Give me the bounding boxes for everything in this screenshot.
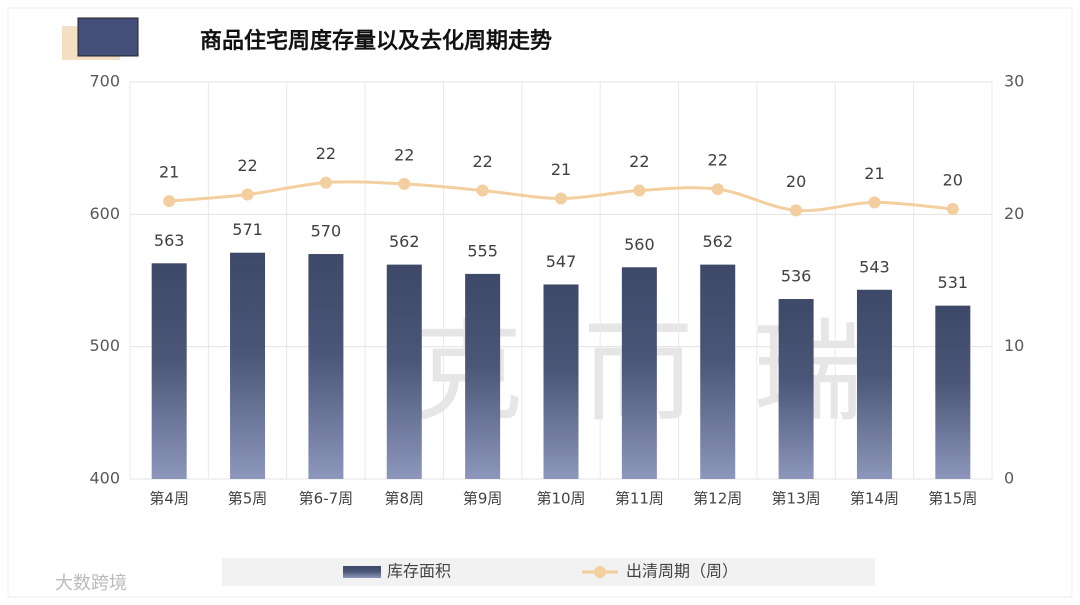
y2-tick-label: 10 xyxy=(1004,336,1024,355)
line-marker xyxy=(868,196,881,209)
chart-title: 商品住宅周度存量以及去化周期走势 xyxy=(200,28,552,54)
bar-label: 571 xyxy=(232,220,263,239)
bar xyxy=(230,252,266,479)
x-tick-label: 第10周 xyxy=(536,490,585,508)
bar-label: 562 xyxy=(702,232,733,251)
line-marker xyxy=(241,188,254,201)
bar-label: 543 xyxy=(859,257,890,276)
y-tick-label: 600 xyxy=(89,204,120,223)
line-marker xyxy=(476,184,489,197)
line-marker xyxy=(633,184,646,197)
bar-label: 563 xyxy=(154,231,185,250)
bar xyxy=(465,273,501,479)
line-marker xyxy=(319,176,332,189)
legend-label: 出清周期（周） xyxy=(626,562,738,581)
bar xyxy=(151,263,187,479)
x-tick-label: 第8周 xyxy=(384,490,424,508)
bar-label: 562 xyxy=(389,232,420,251)
title-box xyxy=(77,17,139,57)
x-tick-label: 第13周 xyxy=(772,490,821,508)
bar xyxy=(386,264,422,479)
x-tick-label: 第12周 xyxy=(693,490,742,508)
line-marker xyxy=(163,195,176,208)
bar xyxy=(700,264,736,479)
bar xyxy=(778,299,814,479)
line-label: 22 xyxy=(316,144,336,163)
line-label: 22 xyxy=(394,145,414,164)
bar-label: 570 xyxy=(311,222,342,241)
line-label: 22 xyxy=(708,151,728,170)
line-label: 21 xyxy=(551,160,571,179)
y2-tick-label: 30 xyxy=(1004,72,1024,91)
bar xyxy=(935,305,971,479)
line-label: 22 xyxy=(237,156,257,175)
bar xyxy=(543,284,579,479)
bar xyxy=(621,267,657,479)
bar-label: 536 xyxy=(781,267,812,286)
bar-label: 547 xyxy=(546,252,577,271)
y2-tick-label: 0 xyxy=(1004,469,1014,488)
bar-label: 560 xyxy=(624,235,655,254)
line-label: 21 xyxy=(864,164,884,183)
bar-label: 531 xyxy=(938,273,969,292)
x-tick-label: 第4周 xyxy=(149,490,189,508)
x-tick-label: 第14周 xyxy=(850,490,899,508)
line-marker xyxy=(398,177,411,190)
line-marker xyxy=(946,203,959,216)
y2-tick-label: 20 xyxy=(1004,204,1024,223)
legend-label: 库存面积 xyxy=(387,562,451,581)
line-marker xyxy=(790,204,803,217)
legend-swatch xyxy=(343,566,381,578)
line-marker xyxy=(555,192,567,205)
brand: 大数跨境 xyxy=(55,573,127,594)
y-tick-label: 700 xyxy=(89,72,120,91)
legend-swatch-marker xyxy=(594,566,606,578)
line-label: 20 xyxy=(786,172,806,191)
line-label: 21 xyxy=(159,163,179,182)
x-tick-label: 第5周 xyxy=(228,490,268,508)
line-label: 20 xyxy=(943,171,963,190)
bar xyxy=(308,254,344,479)
x-tick-label: 第9周 xyxy=(463,490,503,508)
bar-label: 555 xyxy=(467,241,498,260)
line-label: 22 xyxy=(629,152,649,171)
y-tick-label: 500 xyxy=(89,336,120,355)
line-label: 22 xyxy=(472,152,492,171)
x-tick-label: 第6-7周 xyxy=(299,490,354,508)
legend-bg xyxy=(222,558,875,586)
y-tick-label: 400 xyxy=(89,469,120,488)
line-marker xyxy=(711,183,724,196)
x-tick-label: 第15周 xyxy=(928,490,977,508)
bar xyxy=(856,289,892,479)
x-tick-label: 第11周 xyxy=(615,490,664,508)
